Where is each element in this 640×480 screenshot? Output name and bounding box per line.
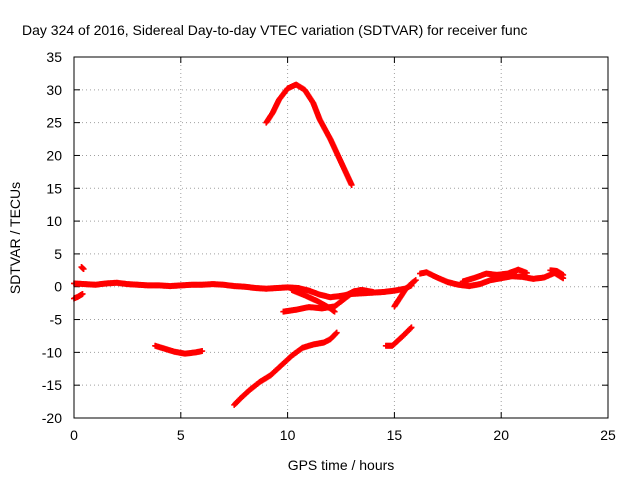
plot-frame bbox=[73, 56, 609, 419]
series-arc-late-upper bbox=[459, 266, 530, 285]
series-arc-mid-upper bbox=[344, 287, 377, 298]
y-tick-label: -10 bbox=[42, 344, 62, 360]
x-tick-labels: 0 5 10 15 20 25 bbox=[70, 427, 616, 443]
y-tick-label: 25 bbox=[46, 115, 62, 131]
data-point bbox=[199, 348, 206, 355]
y-axis-label: SDTVAR / TECUs bbox=[7, 182, 23, 294]
y-tick-label: 0 bbox=[54, 279, 62, 295]
data-point bbox=[370, 288, 377, 295]
y-tick-label: -20 bbox=[42, 410, 62, 426]
data-point bbox=[331, 308, 338, 315]
data-point bbox=[412, 277, 419, 284]
y-tick-label: 10 bbox=[46, 213, 62, 229]
x-tick-label: 15 bbox=[387, 427, 403, 443]
data-points bbox=[71, 81, 567, 408]
grid-lines bbox=[74, 57, 608, 418]
y-tick-label: -5 bbox=[50, 312, 63, 328]
data-point bbox=[332, 330, 339, 337]
x-tick-label: 10 bbox=[280, 427, 296, 443]
axis-ticks bbox=[73, 56, 609, 419]
chart-title: Day 324 of 2016, Sidereal Day-to-day VTE… bbox=[22, 22, 528, 38]
x-tick-label: 25 bbox=[600, 427, 616, 443]
x-tick-label: 5 bbox=[177, 427, 185, 443]
series-arc-start-low bbox=[71, 290, 86, 302]
data-point bbox=[80, 266, 87, 273]
y-tick-labels: -20 -15 -10 -5 0 5 10 15 20 25 30 35 bbox=[42, 49, 62, 426]
data-point bbox=[333, 329, 340, 336]
series-arc-minus10 bbox=[152, 342, 206, 357]
data-point bbox=[408, 324, 415, 331]
x-axis-label: GPS time / hours bbox=[288, 457, 395, 473]
y-tick-label: 20 bbox=[46, 147, 62, 163]
data-point bbox=[79, 290, 86, 297]
data-point bbox=[560, 271, 567, 278]
series-arc-15h-low bbox=[382, 324, 415, 349]
y-tick-label: 15 bbox=[46, 180, 62, 196]
x-tick-label: 0 bbox=[70, 427, 78, 443]
x-tick-label: 20 bbox=[493, 427, 509, 443]
series-arc-15h-up bbox=[391, 277, 419, 310]
y-tick-label: -15 bbox=[42, 377, 62, 393]
series-arc-rising bbox=[231, 329, 340, 408]
y-tick-label: 35 bbox=[46, 49, 62, 65]
series-arc-cross bbox=[288, 287, 338, 315]
series-arc-start-blip bbox=[78, 264, 87, 273]
series-arc-late-end bbox=[547, 267, 567, 278]
series-arc-high-peak bbox=[263, 81, 355, 188]
data-point bbox=[523, 269, 530, 276]
y-tick-label: 30 bbox=[46, 82, 62, 98]
data-point bbox=[348, 181, 355, 188]
y-tick-label: 5 bbox=[54, 246, 62, 262]
